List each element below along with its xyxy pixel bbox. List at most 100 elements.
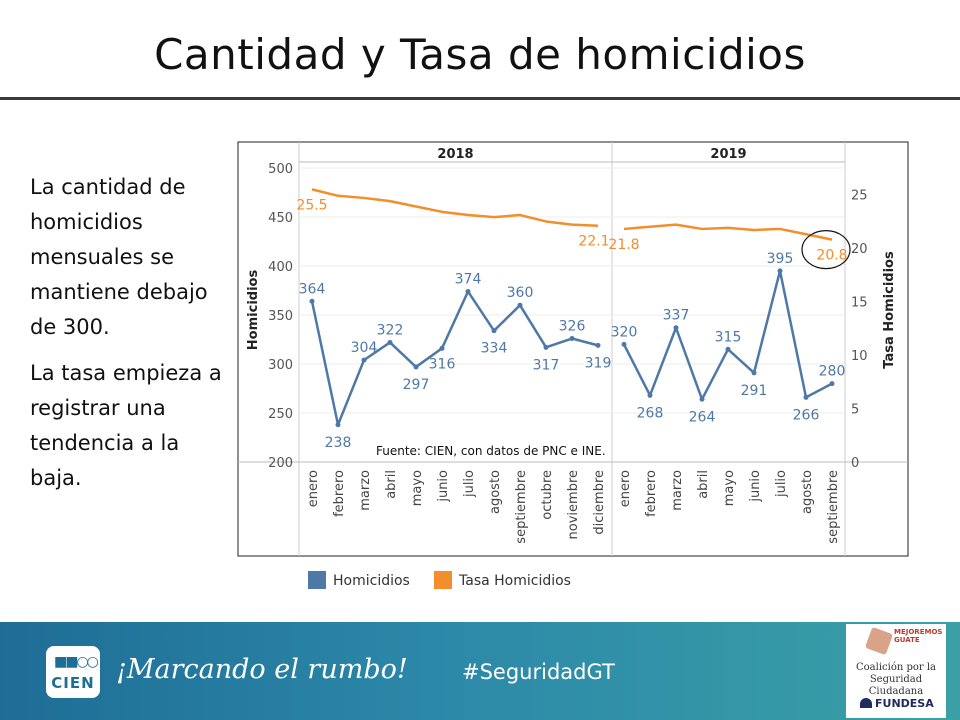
x-tick-label: septiembre [514, 470, 529, 544]
x-tick-label: enero [618, 470, 633, 507]
homicidios-point [335, 422, 341, 428]
homicidios-data-label: 297 [403, 377, 430, 393]
y-axis-title: Homicidios [246, 270, 261, 351]
tasa-data-label: 21.8 [608, 237, 639, 253]
homicidios-point [491, 328, 497, 334]
y-tick-label: 350 [268, 309, 293, 324]
bullet-2: La tasa empieza a registrar una tendenci… [30, 361, 222, 490]
x-tick-label: julio [774, 470, 789, 498]
y2-tick-label: 5 [851, 403, 859, 418]
x-tick-label: julio [462, 470, 477, 498]
x-tick-label: diciembre [592, 470, 607, 535]
partner-logo: MEJOREMOS GUATE Coalición por la Segurid… [846, 624, 946, 718]
x-tick-label: abril [384, 470, 399, 499]
tasa-line-2019 [623, 223, 833, 241]
x-tick-label: junio [748, 470, 763, 503]
x-tick-label: enero [306, 470, 321, 507]
fundesa-logo: FUNDESA [860, 697, 934, 710]
homicides-chart: 2018 2019 200 250 300 350 400 450 500 0 5 10 15 20 25 H… [237, 141, 909, 589]
tasa-data-label: 22.1 [578, 234, 609, 250]
y2-tick-label: 10 [851, 349, 868, 364]
homicidios-point [673, 325, 679, 331]
homicidios-data-label: 238 [325, 435, 352, 451]
homicidios-data-label: 268 [637, 405, 664, 421]
fundesa-icon [860, 698, 872, 708]
homicidios-data-label: 315 [715, 329, 742, 345]
homicidios-data-label: 326 [559, 319, 586, 335]
y2-tick-label: 15 [851, 296, 868, 311]
homicidios-data-label: 374 [455, 271, 482, 287]
partner-name: Coalición por la Seguridad Ciudadana [855, 662, 936, 697]
footer-banner: ■■○○ CIEN ¡Marcando el rumbo! #Seguridad… [0, 622, 960, 720]
homicidios-data-label: 291 [741, 383, 768, 399]
homicidios-data-label: 337 [663, 308, 690, 324]
x-tick-label: octubre [540, 470, 555, 520]
homicidios-point [465, 288, 471, 294]
homicidios-data-label: 360 [507, 285, 534, 301]
x-tick-label: marzo [670, 470, 685, 511]
logo-dots-icon: ■■○○ [54, 654, 99, 670]
homicidios-data-label: 364 [299, 281, 326, 297]
tasa-line-2018 [311, 188, 599, 227]
x-tick-label: marzo [358, 470, 373, 511]
homicidios-point [517, 302, 523, 308]
homicidios-data-label: 304 [351, 340, 378, 356]
panel-label-2018: 2018 [437, 147, 473, 162]
x-tick-label: mayo [410, 470, 425, 506]
y2-tick-label: 20 [851, 242, 868, 257]
x-tick-label: febrero [332, 470, 347, 517]
homicidios-point [751, 370, 757, 376]
homicidios-point [543, 344, 549, 350]
cien-logo-text: CIEN [51, 674, 95, 692]
homicidios-point [439, 345, 445, 351]
homicidios-line-2018 [310, 290, 599, 427]
homicidios-data-label: 266 [793, 407, 820, 423]
legend-swatch-tasa [434, 571, 452, 589]
homicidios-data-label: 395 [767, 251, 794, 267]
homicidios-data-label: 316 [429, 356, 456, 372]
x-tick-label: febrero [644, 470, 659, 517]
homicidios-point [569, 336, 575, 342]
y2-tick-label: 0 [851, 456, 859, 471]
y-tick-label: 300 [268, 358, 293, 373]
tasa-data-label: 20.8 [816, 248, 847, 264]
x-tick-label: septiembre [826, 470, 841, 544]
cien-logo: ■■○○ CIEN [46, 646, 100, 698]
homicidios-data-label: 322 [377, 322, 404, 338]
homicidios-point [595, 342, 601, 348]
homicidios-point [725, 346, 731, 352]
homicidios-data-label: 319 [585, 355, 612, 371]
partner-top-text: MEJOREMOS GUATE [894, 628, 943, 644]
y-tick-label: 250 [268, 407, 293, 422]
legend-label-tasa: Tasa Homicidios [458, 573, 571, 589]
title-divider [0, 97, 960, 100]
homicidios-point [777, 268, 783, 274]
bullet-1: La cantidad de homicidios mensuales se m… [30, 175, 208, 339]
panel-label-2019: 2019 [710, 147, 746, 162]
homicidios-data-label: 320 [611, 324, 638, 340]
homicidios-data-label: 280 [819, 364, 846, 380]
slide-title: Cantidad y Tasa de homicidios [154, 30, 806, 79]
homicidios-point [361, 357, 367, 363]
x-tick-label: agosto [488, 470, 503, 514]
bullet-list: La cantidad de homicidios mensuales se m… [30, 170, 230, 507]
y2-axis-title: Tasa Homicidios [882, 251, 897, 369]
hashtag: #SeguridadGT [462, 660, 615, 684]
x-tick-label: agosto [800, 470, 815, 514]
y-tick-label: 450 [268, 211, 293, 226]
x-tick-label: abril [696, 470, 711, 499]
legend-swatch-homicidios [308, 571, 326, 589]
fundesa-text: FUNDESA [875, 697, 934, 710]
homicidios-point [699, 396, 705, 402]
homicidios-point [413, 364, 419, 370]
homicidios-point [621, 341, 627, 347]
slogan: ¡Marcando el rumbo! [116, 654, 408, 685]
puzzle-icon [864, 626, 894, 656]
homicidios-point [647, 392, 653, 398]
homicidios-point [803, 394, 809, 400]
homicidios-data-label: 264 [689, 409, 716, 425]
x-tick-label: junio [436, 470, 451, 503]
y-tick-label: 200 [268, 456, 293, 471]
homicidios-point [829, 381, 835, 387]
legend-label-homicidios: Homicidios [333, 573, 410, 589]
